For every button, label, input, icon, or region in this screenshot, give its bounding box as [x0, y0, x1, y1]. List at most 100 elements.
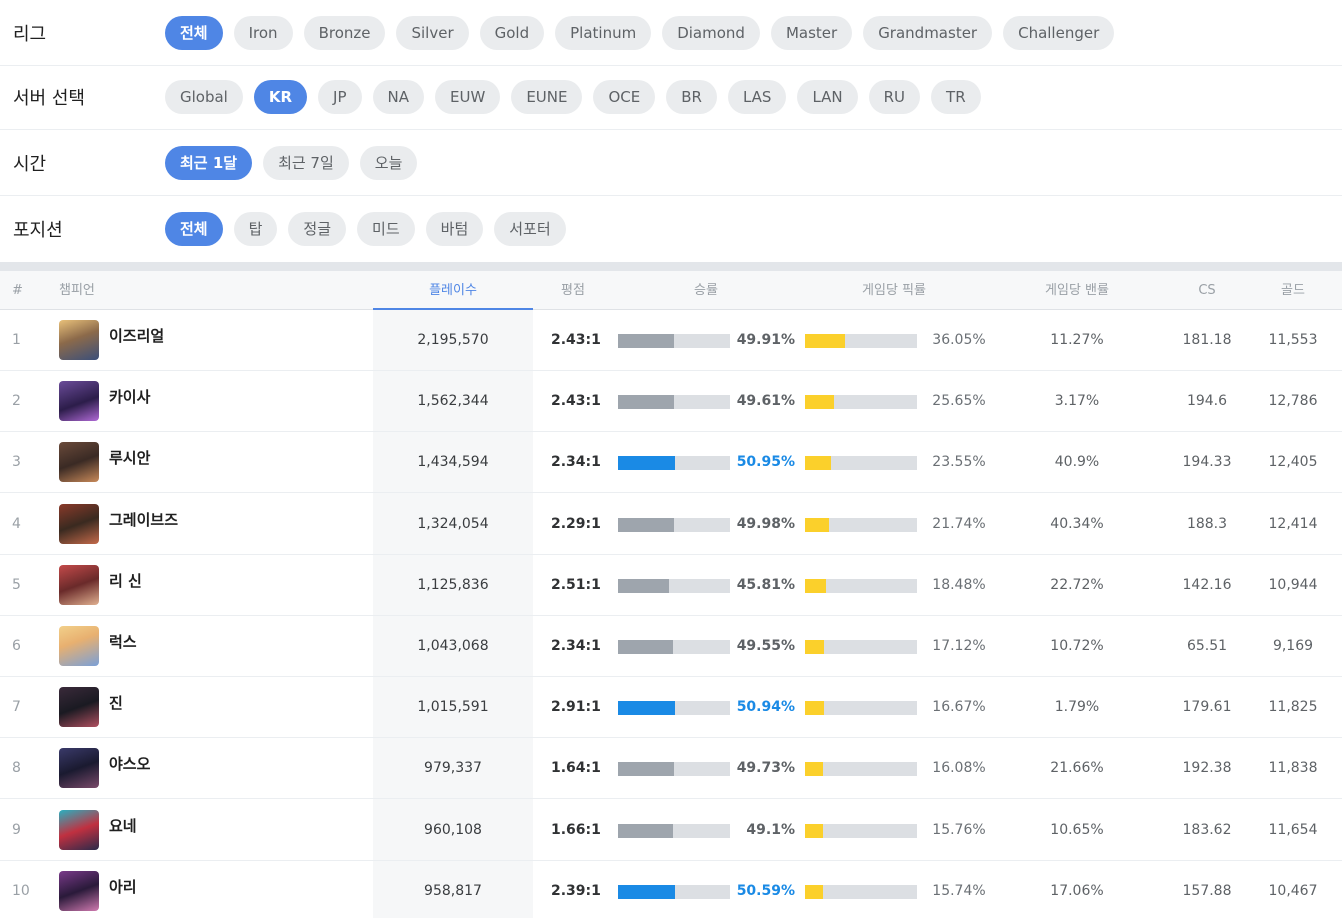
- champion-portrait-icon[interactable]: [59, 809, 99, 850]
- header-cs[interactable]: CS: [1198, 283, 1216, 298]
- banrate-value: 17.06%: [1050, 882, 1104, 899]
- header-plays[interactable]: 플레이수: [373, 271, 533, 310]
- server-option-9[interactable]: LAN: [797, 79, 858, 114]
- period-option-0[interactable]: 최근 1달: [165, 145, 253, 180]
- champion-name[interactable]: 럭스: [109, 633, 137, 651]
- champion-name[interactable]: 루시안: [109, 449, 151, 468]
- winrate-bar: [618, 701, 730, 716]
- table-row[interactable]: 3 루시안 1,434,594 2.34:1 50.95% 23.55% 40.9% 194.…: [0, 432, 1342, 494]
- banrate-value: 21.66%: [1050, 760, 1104, 777]
- table-row[interactable]: 9 요네 960,108 1.66:1 49.1% 15.76% 10.65% 183.62 1…: [0, 800, 1342, 861]
- table-row[interactable]: 4 그레이브즈 1,324,054 2.29:1 49.98% 21.74% 40.34% 1…: [0, 494, 1342, 555]
- champion-portrait-icon[interactable]: [59, 870, 99, 911]
- winrate-bar-fill: [618, 701, 676, 716]
- server-option-0[interactable]: Global: [165, 79, 243, 114]
- period-filter-options: 최근 1달 최근 7일 오늘: [165, 145, 418, 180]
- pickrate-bar-fill: [805, 762, 823, 777]
- champion-portrait-icon[interactable]: [59, 564, 99, 605]
- header-pickrate[interactable]: 게임당 픽률: [862, 283, 926, 298]
- position-option-3[interactable]: 미드: [357, 212, 415, 246]
- server-option-5[interactable]: EUNE: [511, 79, 583, 114]
- position-filter-options: 전체 탑 정글 미드 바텀 서포터: [165, 212, 566, 246]
- league-filter-row: 리그 전체 Iron Bronze Silver Gold Platinum Diamond…: [0, 0, 1342, 66]
- champion-portrait-icon[interactable]: [59, 503, 99, 544]
- champion-portrait-icon[interactable]: [59, 687, 99, 728]
- league-option-6[interactable]: Diamond: [662, 15, 760, 50]
- champion-name[interactable]: 야스오: [109, 755, 151, 774]
- server-option-8[interactable]: LAS: [727, 79, 787, 114]
- table-row[interactable]: 8 야스오 979,337 1.64:1 49.73% 16.08% 21.66% 192.3…: [0, 738, 1342, 800]
- winrate-value: 49.1%: [746, 821, 795, 838]
- league-option-3[interactable]: Silver: [396, 15, 469, 50]
- rank-number: 5: [12, 576, 21, 593]
- champion-name[interactable]: 리 신: [109, 571, 142, 590]
- position-option-0[interactable]: 전체: [165, 212, 223, 246]
- period-option-1[interactable]: 최근 7일: [263, 145, 349, 180]
- league-option-4[interactable]: Gold: [479, 15, 545, 50]
- champion-portrait-icon[interactable]: [59, 381, 99, 422]
- table-row[interactable]: 2 카이사 1,562,344 2.43:1 49.61% 25.65% 3.17% 194.…: [0, 371, 1342, 433]
- period-filter-row: 시간 최근 1달 최근 7일 오늘: [0, 130, 1342, 196]
- winrate-value: 45.81%: [736, 576, 795, 593]
- winrate-bar: [618, 334, 730, 348]
- period-filter-label: 시간: [13, 153, 47, 175]
- cs-value: 179.61: [1182, 699, 1232, 716]
- table-row[interactable]: 10 아리 958,817 2.39:1 50.59% 15.74% 17.06% 157.8…: [0, 861, 1342, 918]
- server-filter-label: 서버 선택: [13, 87, 85, 109]
- header-champion[interactable]: 챔피언: [59, 283, 95, 298]
- header-gold[interactable]: 골드: [1281, 283, 1305, 298]
- kda-ratio: 2.29:1: [551, 515, 601, 532]
- cs-value: 181.18: [1182, 332, 1232, 348]
- server-option-3[interactable]: NA: [372, 79, 425, 114]
- league-option-0[interactable]: 전체: [165, 15, 223, 50]
- league-option-5[interactable]: Platinum: [555, 15, 652, 50]
- champion-name[interactable]: 그레이브즈: [109, 510, 179, 529]
- champion-portrait-icon[interactable]: [59, 748, 99, 789]
- server-option-7[interactable]: BR: [666, 79, 717, 114]
- play-count: 1,015,591: [417, 699, 489, 716]
- table-row[interactable]: 7 진 1,015,591 2.91:1 50.94% 16.67% 1.79% 179.61…: [0, 677, 1342, 739]
- champion-name[interactable]: 이즈리얼: [109, 327, 165, 345]
- position-option-4[interactable]: 바텀: [425, 212, 484, 246]
- league-option-1[interactable]: Iron: [233, 15, 293, 50]
- kda-ratio: 2.34:1: [551, 638, 601, 654]
- champion-name[interactable]: 아리: [109, 877, 137, 896]
- header-kda[interactable]: 평점: [561, 283, 585, 298]
- kda-ratio: 2.91:1: [551, 699, 601, 716]
- league-option-9[interactable]: Challenger: [1003, 15, 1115, 50]
- winrate-bar-fill: [618, 762, 674, 777]
- header-banrate[interactable]: 게임당 밴률: [1045, 283, 1109, 298]
- position-option-5[interactable]: 서포터: [494, 212, 566, 246]
- league-filter-label: 리그: [13, 23, 47, 45]
- header-winrate[interactable]: 승률: [694, 283, 718, 298]
- champion-name[interactable]: 카이사: [109, 388, 151, 407]
- champion-portrait-icon[interactable]: [59, 626, 99, 666]
- winrate-bar: [618, 640, 730, 654]
- league-option-8[interactable]: Grandmaster: [863, 15, 993, 50]
- champion-portrait-icon[interactable]: [59, 442, 99, 483]
- champion-portrait-icon[interactable]: [59, 320, 99, 360]
- winrate-value: 50.59%: [736, 882, 795, 899]
- rank-number: 8: [12, 760, 21, 777]
- league-option-7[interactable]: Master: [770, 15, 853, 50]
- league-option-2[interactable]: Bronze: [303, 15, 386, 50]
- table-row[interactable]: 5 리 신 1,125,836 2.51:1 45.81% 18.48% 22.72% 142…: [0, 555, 1342, 616]
- champion-name[interactable]: 요네: [109, 816, 137, 835]
- server-option-11[interactable]: TR: [931, 79, 981, 114]
- position-option-2[interactable]: 정글: [288, 212, 347, 246]
- server-option-10[interactable]: RU: [868, 79, 921, 114]
- position-option-1[interactable]: 탑: [233, 212, 278, 246]
- pickrate-value: 36.05%: [932, 332, 986, 348]
- winrate-bar-fill: [618, 456, 676, 471]
- server-option-6[interactable]: OCE: [593, 79, 656, 114]
- champion-name[interactable]: 진: [109, 694, 123, 713]
- table-row[interactable]: 1 이즈리얼 2,195,570 2.43:1 49.91% 36.05% 11.27% 18…: [0, 310, 1342, 371]
- server-option-4[interactable]: EUW: [435, 79, 501, 114]
- server-option-1[interactable]: KR: [253, 79, 308, 114]
- period-option-2[interactable]: 오늘: [359, 145, 418, 180]
- pickrate-value: 15.74%: [932, 882, 986, 899]
- server-option-2[interactable]: JP: [318, 79, 362, 114]
- winrate-bar: [618, 456, 730, 471]
- pickrate-bar: [805, 762, 917, 777]
- table-row[interactable]: 6 럭스 1,043,068 2.34:1 49.55% 17.12% 10.72% 65.5…: [0, 616, 1342, 677]
